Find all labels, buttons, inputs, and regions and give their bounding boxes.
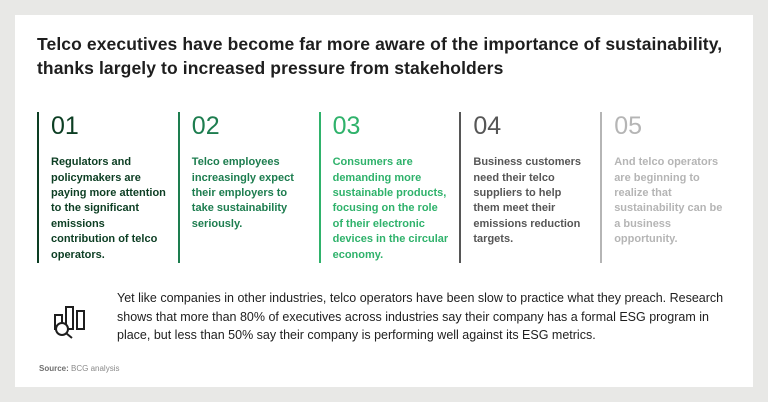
source-label: Source: <box>39 364 69 373</box>
point-column-1: 01 Regulators and policymakers are payin… <box>37 112 168 263</box>
numbered-points-row: 01 Regulators and policymakers are payin… <box>37 112 731 263</box>
point-number: 03 <box>332 112 361 141</box>
point-number: 05 <box>614 112 642 141</box>
page-title: Telco executives have become far more aw… <box>37 34 723 78</box>
point-text: Consumers are demanding more sustainable… <box>332 156 449 261</box>
point-column-4: 04 Business customers need their telco s… <box>459 112 590 263</box>
bar-chart-magnifier-icon <box>49 293 93 344</box>
point-number: 04 <box>473 112 502 141</box>
point-text: Regulators and policymakers are paying m… <box>51 156 166 261</box>
point-column-3: 03 Consumers are demanding more sustaina… <box>318 112 450 263</box>
slide-card: Telco executives have become far more aw… <box>15 15 753 387</box>
point-column-2: 02 Telco employees increasingly expect t… <box>177 112 309 263</box>
point-number: 02 <box>191 112 220 141</box>
callout-section: Yet like companies in other industries, … <box>37 289 731 345</box>
callout-text: Yet like companies in other industries, … <box>117 290 724 343</box>
point-text: Telco employees increasingly expect thei… <box>191 156 294 230</box>
point-text: Business customers need their telco supp… <box>473 156 581 246</box>
source-note: Source: BCG analysis <box>37 358 731 377</box>
point-number: 01 <box>51 112 79 141</box>
point-column-5: 05 And telco operators are beginning to … <box>600 112 731 263</box>
source-text: BCG analysis <box>68 364 120 373</box>
point-text: And telco operators are beginning to rea… <box>614 156 723 246</box>
